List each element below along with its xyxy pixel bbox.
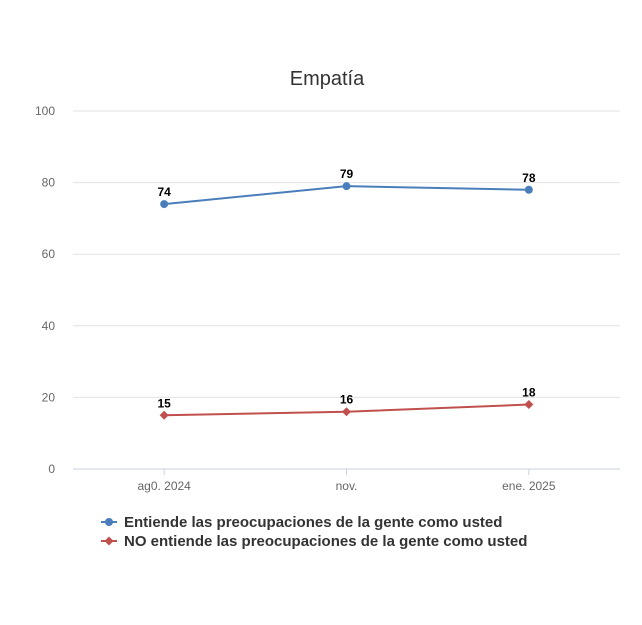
legend-marker-swatch[interactable] [104, 536, 114, 546]
data-point-1[interactable] [342, 182, 351, 191]
x-axis-ticks: ag0. 2024 nov. ene. 2025 [137, 469, 556, 493]
data-label: 18 [522, 386, 536, 400]
data-point-2[interactable] [524, 400, 534, 410]
legend-item-2[interactable]: NO entiende las preocupaciones de la gen… [101, 533, 527, 550]
y-tick-label: 100 [35, 104, 55, 118]
data-point-2[interactable] [342, 407, 351, 417]
y-axis-ticks: 0 20 40 60 80 100 [35, 104, 55, 476]
legend-marker-swatch[interactable] [105, 518, 113, 526]
y-tick-label: 20 [42, 390, 56, 404]
data-point-2[interactable] [159, 410, 169, 420]
data-labels: 74 79 78 15 16 18 [157, 167, 535, 410]
data-point-1[interactable] [524, 185, 533, 194]
y-tick-label: 60 [42, 247, 56, 261]
y-tick-label: 80 [42, 176, 56, 190]
x-tick-label: nov. [336, 479, 358, 493]
series-group [159, 182, 534, 420]
data-label: 74 [157, 185, 171, 199]
data-point-1[interactable] [160, 200, 169, 209]
data-label: 15 [157, 396, 171, 410]
data-label: 16 [340, 393, 354, 407]
y-tick-label: 40 [42, 319, 56, 333]
legend-label: NO entiende las preocupaciones de la gen… [124, 533, 527, 550]
legend[interactable]: Entiende las preocupaciones de la gente … [101, 514, 527, 550]
legend-item-1[interactable]: Entiende las preocupaciones de la gente … [101, 514, 502, 531]
data-label: 79 [340, 167, 354, 181]
data-label: 78 [522, 171, 536, 185]
chart-title: Empatía [290, 68, 365, 90]
x-tick-label: ag0. 2024 [137, 479, 191, 493]
y-tick-label: 0 [48, 462, 55, 476]
legend-label: Entiende las preocupaciones de la gente … [124, 514, 502, 531]
x-tick-label: ene. 2025 [502, 479, 556, 493]
